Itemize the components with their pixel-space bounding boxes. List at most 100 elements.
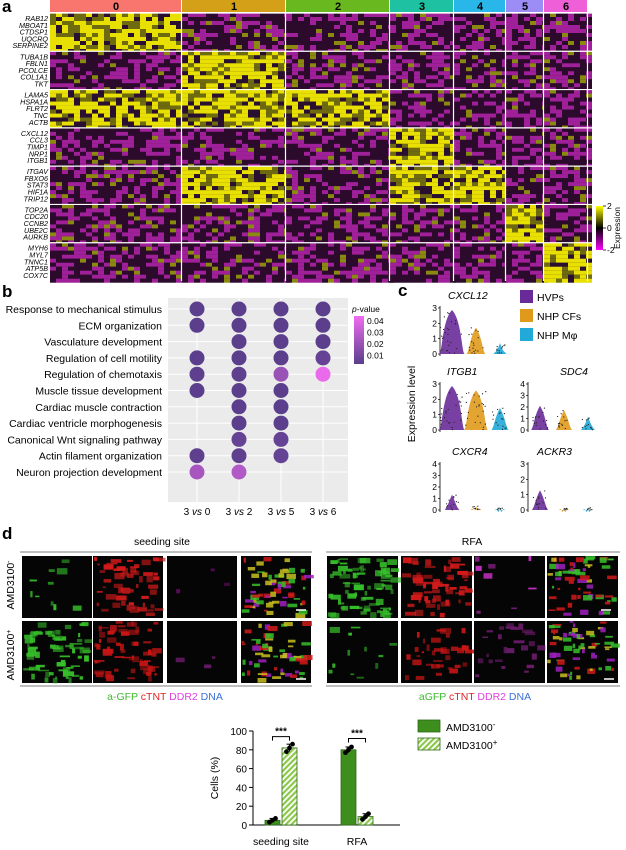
cluster-label-3: 3 xyxy=(419,1,425,13)
bar-legend-label: AMD3100+ xyxy=(446,738,498,753)
dotplot-point xyxy=(273,415,289,431)
significance-bracket xyxy=(272,736,290,741)
micrograph-tile xyxy=(167,621,237,683)
gene-label-cdc20: CDC20 xyxy=(24,212,48,221)
colorbar-title: Expression xyxy=(612,207,622,249)
violin-legend-label: NHP CFs xyxy=(537,311,581,323)
violin-tick: 3 xyxy=(520,459,525,469)
violin-tick: 3 xyxy=(432,303,437,313)
violin-tick: 0 xyxy=(520,425,525,435)
micrograph-tile xyxy=(93,556,163,618)
violin-tick: 1 xyxy=(432,494,437,504)
violin-shape xyxy=(470,505,482,511)
gene-label-fbxo6: FBXO6 xyxy=(24,174,48,183)
gene-label-timp1: TIMP1 xyxy=(27,142,48,151)
dotplot-point xyxy=(231,464,247,480)
violin-tick: 2 xyxy=(432,318,437,328)
bar-ytick: 20 xyxy=(236,802,248,813)
dotplot-point xyxy=(231,350,247,366)
violin-tick: 0 xyxy=(432,425,437,435)
bar-point xyxy=(287,745,292,751)
violin-tick: 1 xyxy=(432,410,437,420)
gene-label-lama5: LAMA5 xyxy=(24,91,49,100)
pvalue-tick: 0.01 xyxy=(367,351,384,361)
micrograph-tile xyxy=(93,621,163,683)
bar-ytick: 80 xyxy=(236,746,248,757)
violin-shape xyxy=(555,410,573,430)
violin-gene-title: SDC4 xyxy=(560,366,588,378)
seeding-site-title: seeding site xyxy=(134,536,190,548)
right-stain-caption: aGFP cTNT DDR2 DNA xyxy=(419,691,531,703)
dotplot-col-label: 3 vs 0 xyxy=(184,507,211,518)
dotplot-point xyxy=(231,366,247,382)
micrograph-tile xyxy=(547,621,618,683)
micrograph-tile xyxy=(241,556,311,618)
bar-point xyxy=(270,817,275,823)
violin-gene-title: ACKR3 xyxy=(536,446,572,458)
violin-shape xyxy=(493,343,507,354)
bar-ytick: 40 xyxy=(236,783,248,794)
gene-label-mboat1: MBOAT1 xyxy=(19,21,48,30)
row-label-amd3100: AMD3100- xyxy=(5,560,17,610)
left-stain-caption: a-GFP cTNT DDR2 DNA xyxy=(107,691,223,703)
bar-ytick: 0 xyxy=(241,821,247,832)
bar-legend-swatch xyxy=(417,719,441,733)
gene-label-hif1a: HIF1A xyxy=(28,188,49,197)
gene-label-ctdsp1: CTDSP1 xyxy=(20,28,48,37)
bar-legend-label: AMD3100- xyxy=(446,720,496,735)
micrograph-tile xyxy=(22,621,92,683)
bar-ytick: 100 xyxy=(230,727,247,738)
cluster-bar-3 xyxy=(390,0,453,12)
violin-tick: 2 xyxy=(432,482,437,492)
violin-tick: 2 xyxy=(432,394,437,404)
dotplot-col-label: 3 vs 5 xyxy=(268,507,295,518)
gene-label-actb: ACTB xyxy=(28,118,48,127)
dotplot-row-label: Cardiac ventricle morphogenesis xyxy=(9,418,162,430)
gene-label-tkt: TKT xyxy=(34,79,48,88)
bar-point xyxy=(363,814,368,819)
bar-point xyxy=(267,819,272,825)
dotplot-point xyxy=(315,317,331,333)
gene-label-ube2c: UBE2C xyxy=(24,226,49,235)
bar-point xyxy=(366,811,371,817)
gene-label-hspa1a: HSPA1A xyxy=(20,97,48,106)
gene-label-col1a1: COL1A1 xyxy=(20,73,48,82)
violin-shape xyxy=(583,507,593,512)
dotplot-point xyxy=(231,317,247,333)
gene-label-serpine2: SERPINE2 xyxy=(12,41,48,50)
dotplot-row-label: Actin filament organization xyxy=(39,451,162,463)
gene-label-ccl3: CCL3 xyxy=(30,136,48,145)
pvalue-tick: 0.03 xyxy=(367,328,384,338)
bar-1-0 xyxy=(340,749,357,826)
violin-tick: 3 xyxy=(432,471,437,481)
significance-label: *** xyxy=(351,729,363,740)
cluster-label-6: 6 xyxy=(563,1,569,13)
violin-tick: 4 xyxy=(520,379,525,389)
bar-1-1 xyxy=(357,816,374,826)
dotplot-point xyxy=(315,301,331,317)
cluster-label-2: 2 xyxy=(335,1,341,13)
bar-ylabel: Cells (%) xyxy=(209,757,221,800)
panel-c-letter: c xyxy=(398,281,408,300)
dotplot-point xyxy=(189,383,205,398)
violin-ylabel: Expression level xyxy=(406,366,418,442)
cluster-bar-4 xyxy=(454,0,505,12)
cluster-bar-6 xyxy=(544,0,587,12)
pvalue-legend-title: p-value xyxy=(351,304,380,314)
significance-label: *** xyxy=(275,727,287,738)
dotplot-point xyxy=(273,334,289,350)
violin-tick: 0 xyxy=(520,505,525,515)
gene-label-itgav: ITGAV xyxy=(27,167,49,176)
gene-label-itgb1: ITGB1 xyxy=(27,156,48,165)
violin-tick: 3 xyxy=(520,391,525,401)
dotplot-point xyxy=(315,350,331,366)
dotplot-point xyxy=(273,350,289,366)
micrograph-tile xyxy=(22,556,92,618)
micrograph-tile xyxy=(401,621,472,683)
dotplot-row-label: Muscle tissue development xyxy=(35,386,162,398)
cluster-bar-5 xyxy=(506,0,543,12)
colorbar-tick: -2 xyxy=(607,245,615,255)
gene-label-flrt2: FLRT2 xyxy=(26,104,48,113)
bar-0-1 xyxy=(281,747,298,826)
gene-label-tuba1b: TUBA1B xyxy=(20,52,48,61)
